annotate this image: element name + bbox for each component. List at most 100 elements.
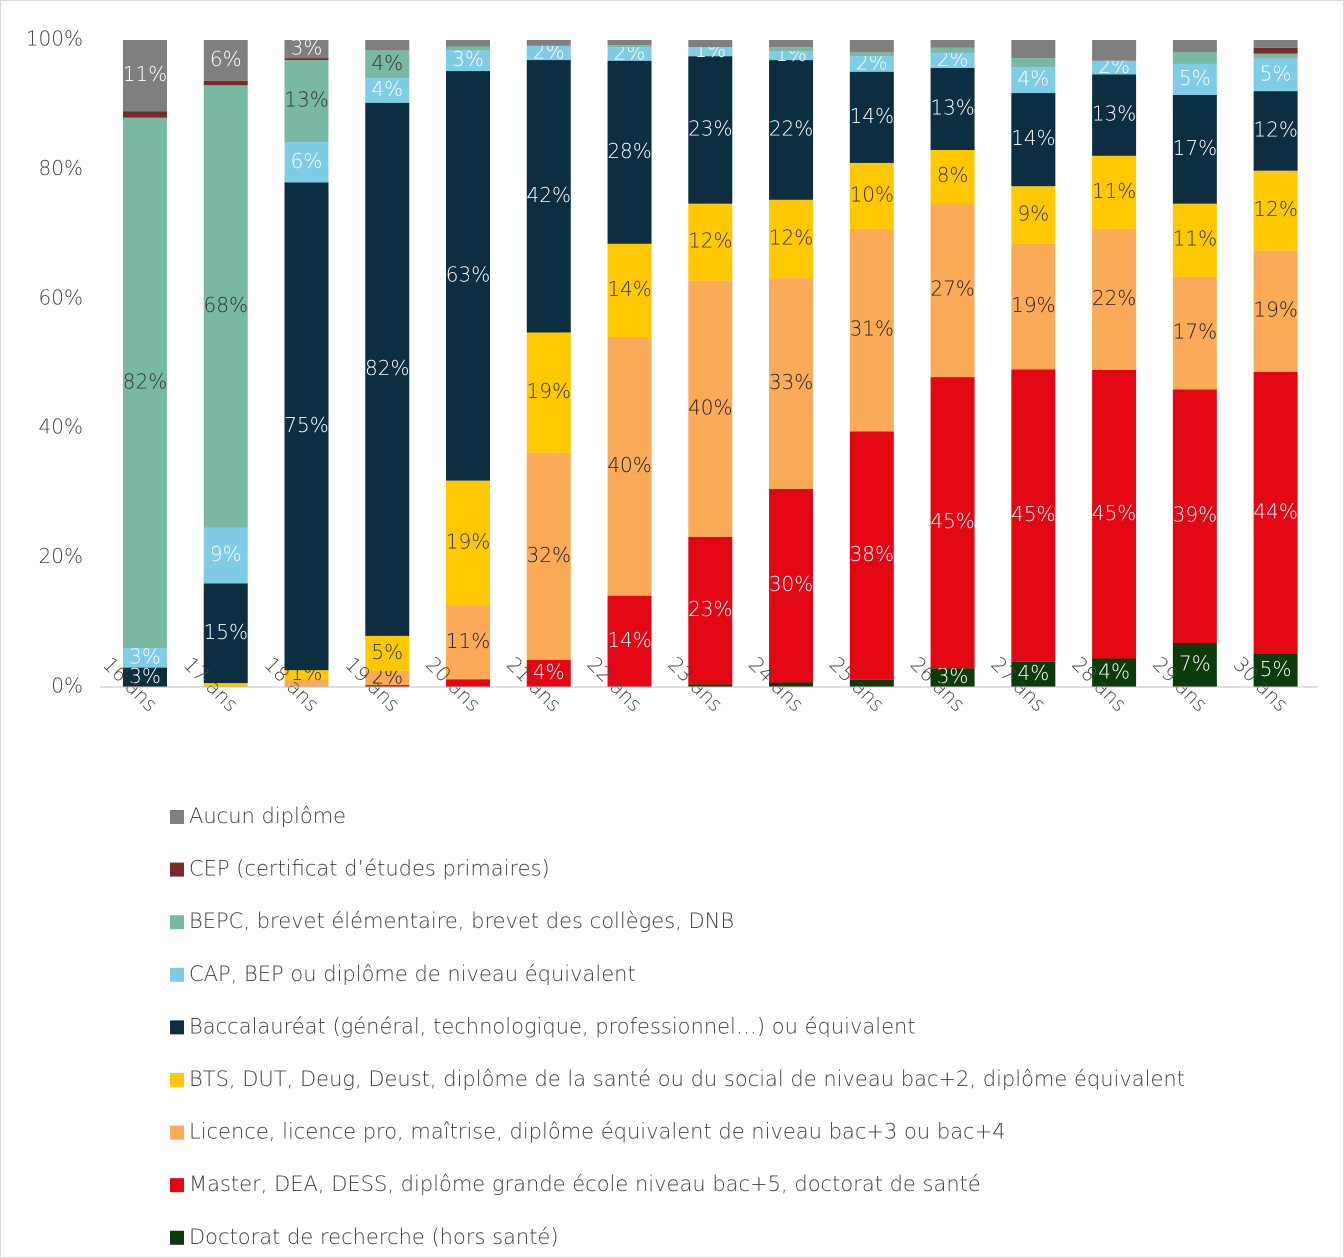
bar-segment [930, 668, 975, 687]
bar-segment [930, 40, 975, 48]
data-label: 19% [1011, 293, 1055, 317]
data-label: 11% [1173, 227, 1217, 251]
legend-swatch [170, 862, 184, 877]
bar-segment [688, 536, 733, 685]
bar-segment [1253, 91, 1298, 171]
bar-segment [365, 40, 410, 51]
bar-segment [607, 336, 652, 596]
data-label: 22% [769, 116, 813, 140]
data-label: 12% [769, 225, 813, 249]
legend-label: Master, DEA, DESS, diplôme grande école … [189, 1172, 981, 1196]
bar-segment [1253, 40, 1298, 48]
data-label: 12% [1253, 117, 1297, 141]
data-label: 3% [291, 36, 323, 60]
bar-segment [526, 45, 571, 61]
legend-label: CEP (certificat d’études primaires) [189, 857, 550, 881]
bar-segment [1092, 658, 1137, 687]
data-label: 14% [607, 277, 651, 301]
bar-segment [122, 667, 167, 687]
data-label: 63% [446, 262, 490, 286]
data-label: 4% [533, 660, 565, 684]
legend-label: Aucun diplôme [189, 804, 346, 828]
legend-label: Licence, licence pro, maîtrise, diplôme … [189, 1120, 1006, 1144]
data-label: 33% [769, 370, 813, 394]
bar-segment [769, 47, 814, 51]
bar-segment [122, 648, 167, 668]
data-label: 40% [688, 395, 732, 419]
bar-segment [365, 50, 410, 79]
data-label: 3% [129, 644, 161, 668]
bar-segment [1092, 228, 1137, 370]
bar-segment [849, 162, 894, 229]
bar-segment [122, 117, 167, 649]
data-label: 32% [527, 543, 571, 567]
bar-segment [1172, 203, 1217, 277]
bar-segment [365, 670, 410, 686]
bar-segment [526, 332, 571, 453]
data-label: 3% [129, 664, 161, 688]
data-label: 44% [1253, 499, 1297, 523]
bar-segment [930, 377, 975, 669]
bar-segment [769, 682, 814, 687]
bar-segment [607, 47, 652, 61]
bar-segment [849, 56, 894, 72]
bar-segment [203, 40, 248, 81]
bar-segment [607, 595, 652, 687]
data-label: 3% [452, 47, 484, 71]
data-label: 19% [1253, 298, 1297, 322]
bar-segment [688, 203, 733, 281]
bar-segment [930, 203, 975, 378]
bar-segment [365, 635, 410, 671]
data-label: 5% [1179, 66, 1211, 90]
data-label: 45% [1092, 501, 1136, 525]
data-label: 42% [527, 183, 571, 207]
legend-swatch [170, 967, 184, 982]
y-tick-label: 100% [26, 27, 83, 51]
data-label: 75% [284, 413, 328, 437]
data-label: 5% [371, 640, 403, 664]
bar-segment [1172, 643, 1217, 687]
data-label: 12% [1253, 197, 1297, 221]
data-label: 14% [607, 628, 651, 652]
bar-segment [365, 102, 410, 636]
bar-segment [1172, 63, 1217, 95]
bar-segment [1011, 243, 1056, 370]
bar-segment [769, 40, 814, 48]
bar-segment [1011, 58, 1056, 68]
bar-segment [1011, 40, 1056, 59]
bar-segment [769, 50, 814, 61]
bar-segment [849, 71, 894, 163]
bar-segment [688, 40, 733, 48]
bar-segment [1092, 60, 1137, 75]
bar-segment [446, 71, 491, 481]
data-label: 9% [1017, 202, 1049, 226]
data-label: 39% [1173, 503, 1217, 527]
bar-segment [446, 679, 491, 687]
data-label: 17% [1173, 136, 1217, 160]
bar-segment [688, 47, 733, 57]
data-label: 4% [1017, 661, 1049, 685]
legend-swatch [170, 1178, 184, 1193]
bar-segment [769, 489, 814, 683]
data-label: 11% [123, 62, 167, 86]
data-label: 22% [1092, 286, 1136, 310]
data-label: 8% [937, 163, 969, 187]
bar-segment [769, 199, 814, 279]
bar-segment [526, 452, 571, 660]
bar-segment [203, 80, 248, 86]
data-label: 6% [210, 47, 242, 71]
bar-segment [607, 60, 652, 244]
bar-segment [284, 182, 329, 671]
bar-segment [284, 60, 329, 143]
data-label: 23% [688, 597, 732, 621]
y-tick-label: 40% [39, 415, 83, 439]
data-label: 14% [1011, 126, 1055, 150]
data-label: 4% [1098, 659, 1130, 683]
data-label: 7% [1179, 652, 1211, 676]
data-label: 6% [291, 149, 323, 173]
data-label: 5% [1260, 657, 1292, 681]
bar-segment [446, 605, 491, 680]
bar-segment [203, 85, 248, 528]
bar-segment [1092, 155, 1137, 229]
